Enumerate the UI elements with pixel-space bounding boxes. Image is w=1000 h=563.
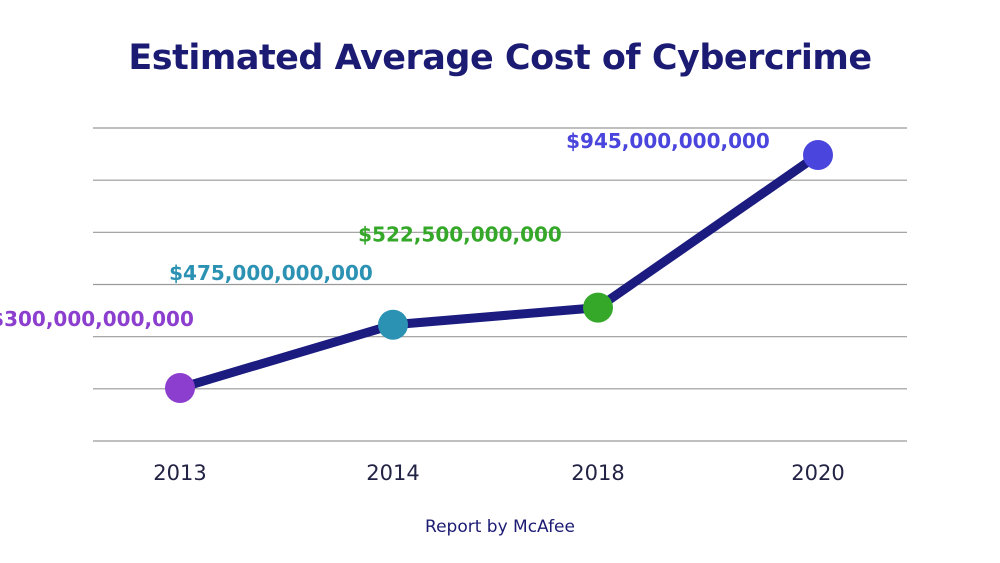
x-tick-label-2018: 2018 — [571, 461, 624, 485]
data-label-2020: $945,000,000,000 — [566, 129, 770, 153]
series-line-layer — [175, 150, 823, 393]
chart-title: Estimated Average Cost of Cybercrime — [128, 38, 872, 78]
x-tick-label-2013: 2013 — [153, 461, 206, 485]
x-tick-label-2020: 2020 — [791, 461, 844, 485]
data-label-2014: $475,000,000,000 — [169, 261, 373, 285]
gridlines — [93, 127, 907, 442]
data-label-2018: $522,500,000,000 — [358, 223, 562, 247]
data-point-2013 — [165, 373, 195, 403]
data-point-2014 — [378, 309, 408, 340]
x-tick-label-2014: 2014 — [366, 461, 419, 485]
data-label-2013: $300,000,000,000 — [0, 307, 194, 331]
data-point-2020 — [803, 140, 833, 170]
data-points — [165, 140, 833, 403]
series-line — [175, 150, 823, 393]
data-labels: $300,000,000,000 $475,000,000,000 $522,500… — [0, 129, 770, 331]
source-note: Report by McAfee — [425, 517, 575, 537]
data-point-2018 — [583, 292, 613, 323]
x-axis-tick-labels: 2013 2014 2018 2020 — [153, 461, 844, 485]
